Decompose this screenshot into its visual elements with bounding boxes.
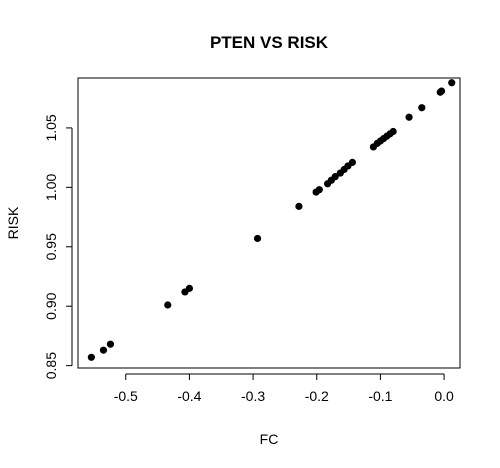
data-point <box>348 158 357 166</box>
data-point <box>315 186 323 194</box>
data-point <box>99 346 108 354</box>
data-point <box>389 127 397 136</box>
data-point <box>331 173 339 181</box>
y-tick-label: 0.95 <box>43 233 59 260</box>
x-tick-label: -0.2 <box>305 388 329 404</box>
x-tick-label: -0.5 <box>114 388 138 404</box>
data-point <box>253 234 262 243</box>
x-tick-label: -0.3 <box>241 388 265 404</box>
y-tick-label: 1.05 <box>43 114 59 141</box>
x-axis: -0.5 -0.4 -0.3 -0.2 -0.1 0.0 <box>114 373 454 404</box>
y-tick-label: 1.00 <box>43 174 59 201</box>
data-point <box>185 284 194 292</box>
x-tick-label: -0.1 <box>368 388 392 404</box>
data-point <box>87 353 95 361</box>
x-tick-label: -0.4 <box>177 388 201 404</box>
x-axis-label: FC <box>260 431 279 447</box>
data-point <box>418 104 426 112</box>
y-axis: 0.85 0.90 0.95 1.00 1.05 <box>43 114 73 379</box>
y-axis-label: RISK <box>5 206 21 239</box>
data-point <box>164 301 172 309</box>
data-point <box>106 340 115 348</box>
data-point <box>295 202 303 210</box>
y-tick-label: 0.90 <box>43 292 59 319</box>
plot-frame <box>77 77 461 369</box>
data-point <box>405 113 413 121</box>
x-tick-label: 0.0 <box>434 388 454 404</box>
y-tick-label: 0.85 <box>43 352 59 379</box>
data-points <box>87 79 456 361</box>
data-point <box>437 87 446 95</box>
data-point <box>448 79 456 87</box>
chart-title: PTEN VS RISK <box>210 33 329 52</box>
